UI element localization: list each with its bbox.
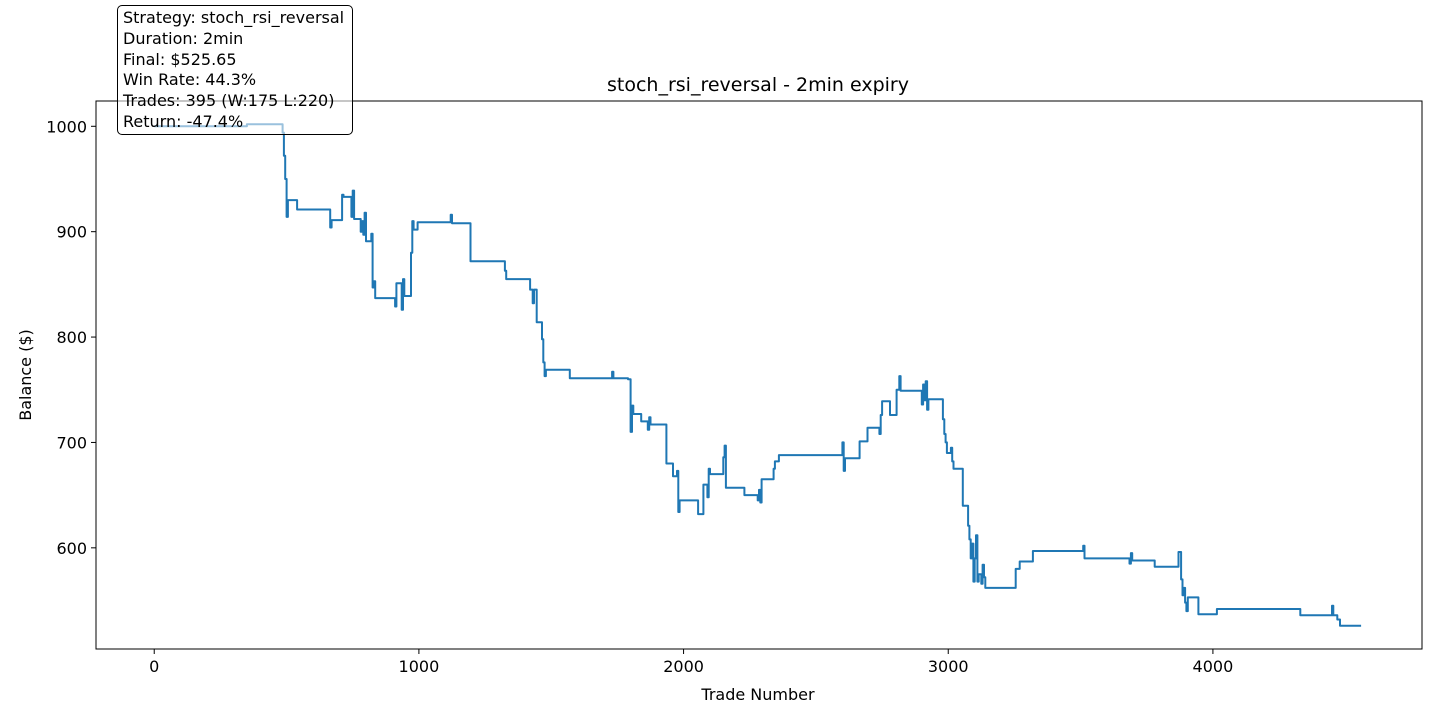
series-line-0 [154, 123, 1362, 627]
x-tick-label-4000: 4000 [1193, 657, 1234, 676]
annotation-line-duration: Duration: 2min [123, 28, 244, 48]
x-tick-label-0: 0 [149, 657, 159, 676]
annotation-line-win-rate: Win Rate: 44.3% [123, 70, 257, 90]
x-tick-label-2000: 2000 [663, 657, 704, 676]
annotation-line-strategy: Strategy: stoch_rsi_reversal [123, 8, 345, 27]
plot-area: 0 1000 2000 3000 4000 600 700 800 900 1000 [46, 100, 1423, 676]
y-tick-label-700: 700 [56, 433, 87, 452]
y-tick-label-900: 900 [56, 223, 87, 242]
y-tick-label-1000: 1000 [46, 117, 87, 136]
annotation-line-return: Return: -47.4% [123, 111, 244, 131]
y-tick-label-600: 600 [56, 539, 87, 558]
x-tick-label-1000: 1000 [399, 657, 440, 676]
y-tick-label-800: 800 [56, 328, 87, 347]
x-axis-label: Trade Number [700, 685, 815, 704]
annotation-line-trades: Trades: 395 (W:175 L:220) [123, 91, 335, 111]
x-tick-label-3000: 3000 [928, 657, 969, 676]
plot-frame [95, 100, 1423, 650]
stats-annotation-box: Strategy: stoch_rsi_reversal Duration: 2… [117, 5, 353, 135]
y-axis-label: Balance ($) [16, 329, 35, 421]
chart-title: stoch_rsi_reversal - 2min expiry [607, 74, 909, 96]
annotation-line-final: Final: $525.65 [123, 49, 237, 69]
